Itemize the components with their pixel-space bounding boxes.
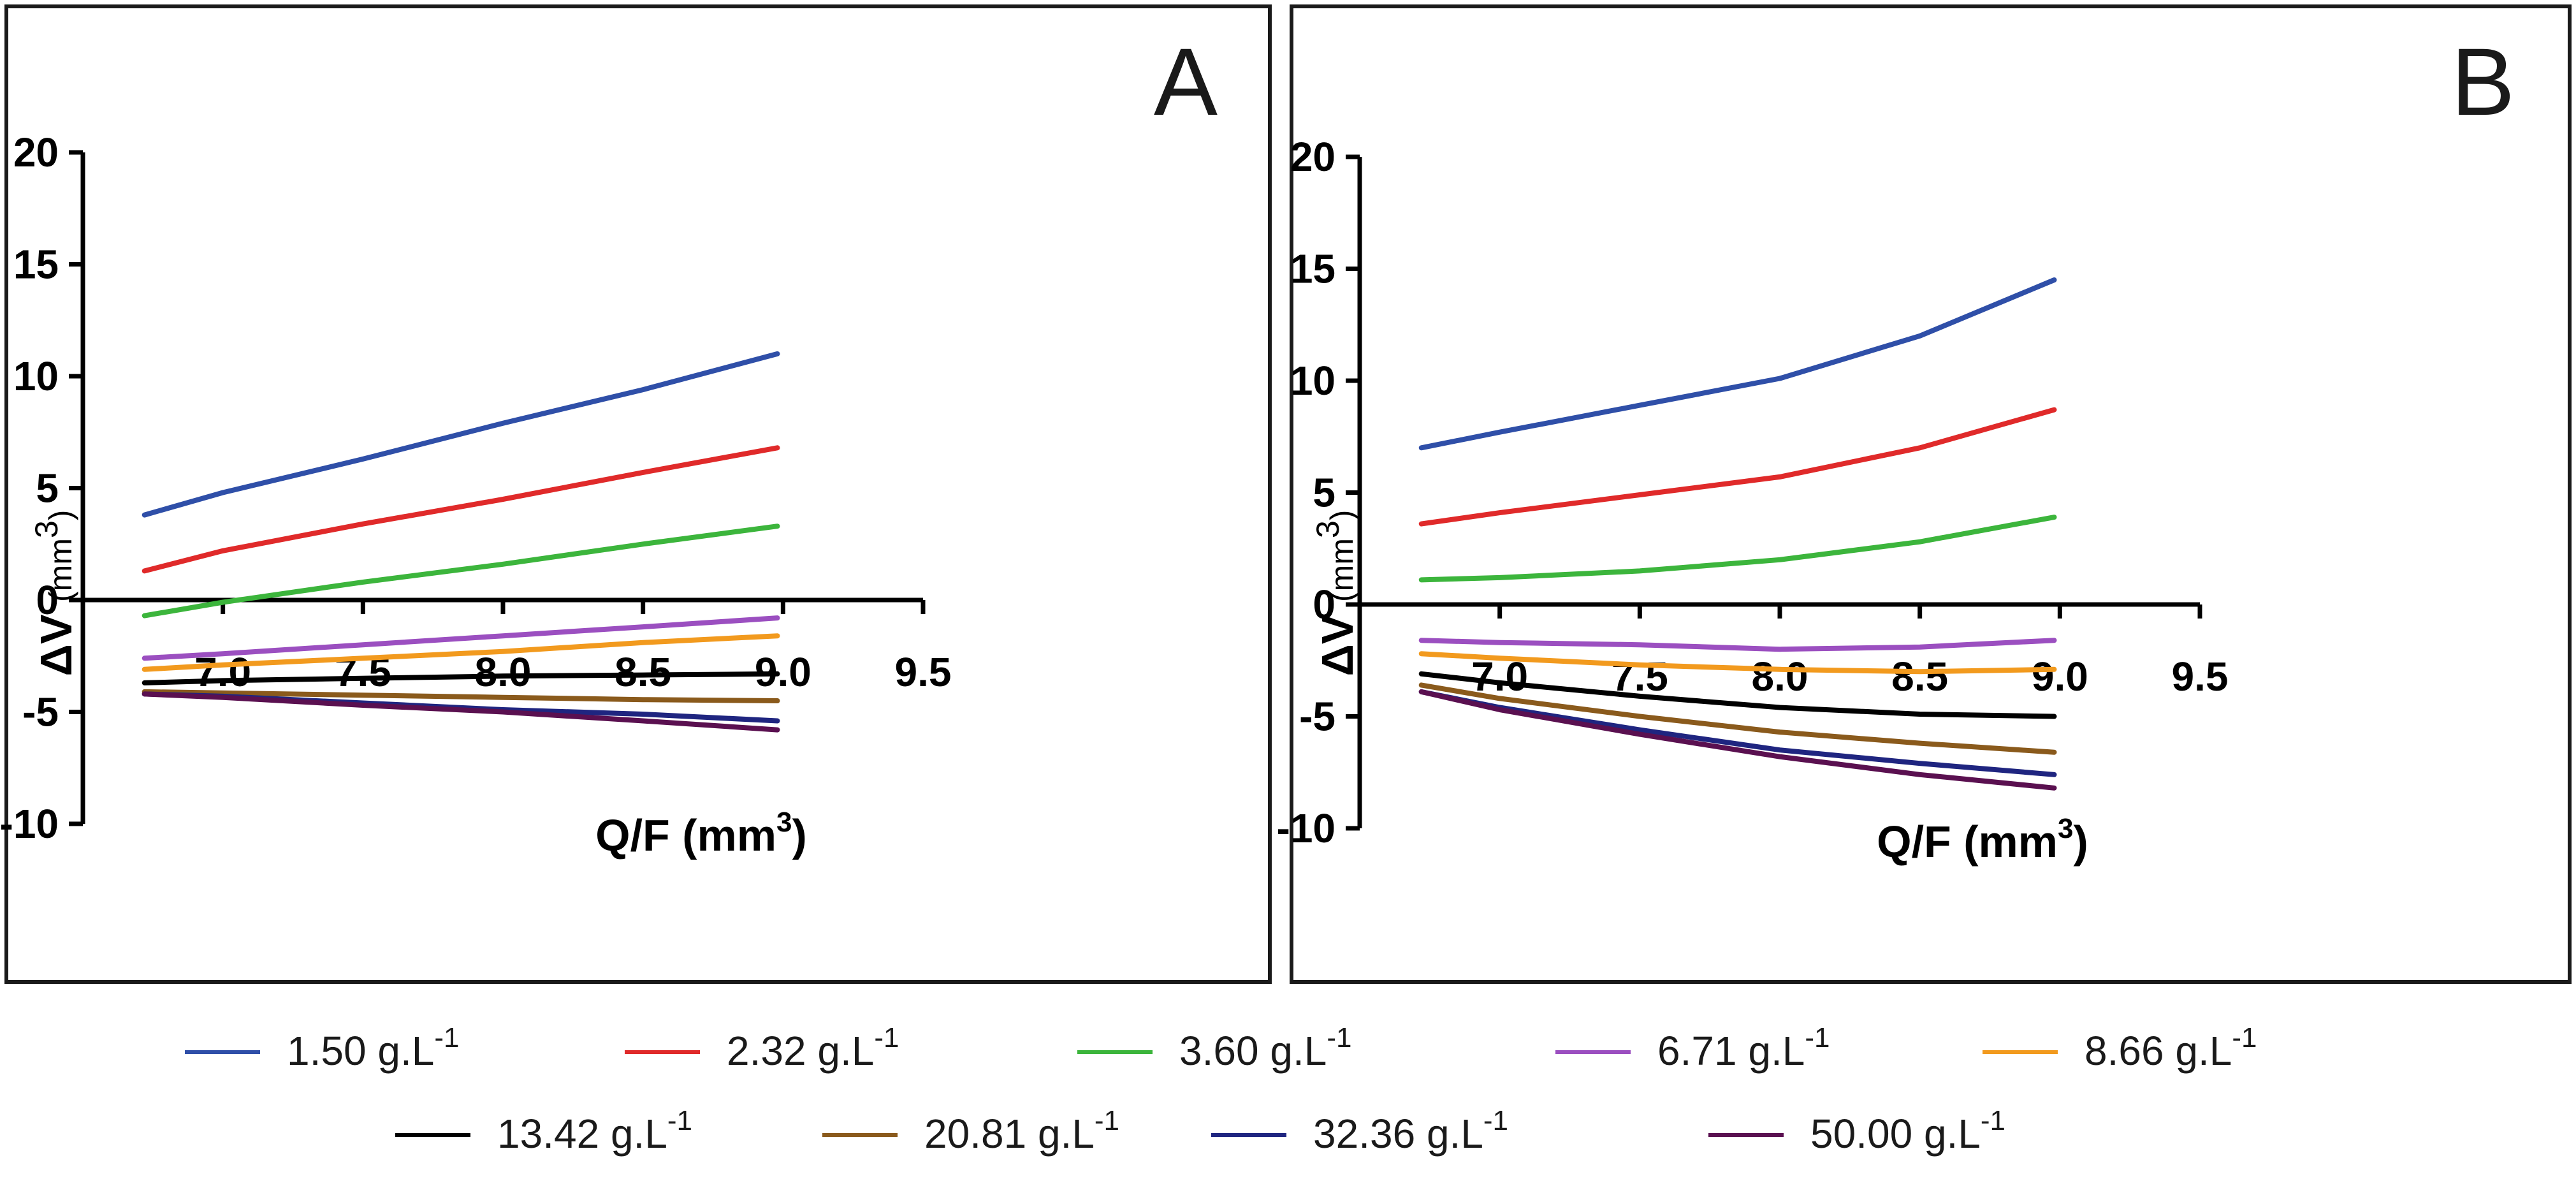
panel-a-x-axis-title: Q/F (mm3) [595, 807, 807, 860]
x-tick-label: 8.5 [1891, 654, 1948, 699]
legend-label: 1.50 g.L-1 [287, 1022, 459, 1074]
x-tick-label: 8.0 [475, 649, 532, 695]
legend-label: 6.71 g.L-1 [1657, 1022, 1830, 1074]
series-line-13-42-g-l-1 [142, 671, 780, 685]
legend-item: 1.50 g.L-1 [185, 1022, 459, 1074]
y-tick-label: 15 [13, 242, 59, 288]
series-line-13-42-g-l-1 [1418, 671, 2057, 719]
legend-item: 8.66 g.L-1 [1983, 1022, 2257, 1074]
legend-label: 8.66 g.L-1 [2085, 1022, 2257, 1074]
legend-label: 20.81 g.L-1 [924, 1105, 1119, 1157]
y-tick-label: 10 [13, 353, 59, 399]
series-line-6-71-g-l-1 [142, 615, 780, 661]
legend-label: 50.00 g.L-1 [1810, 1105, 2005, 1157]
legend-item: 50.00 g.L-1 [1708, 1105, 2005, 1157]
legend-item: 20.81 g.L-1 [822, 1105, 1119, 1157]
panel-b-frame [1290, 4, 2572, 984]
legend-item: 2.32 g.L-1 [625, 1022, 899, 1074]
panel-a-frame [4, 4, 1272, 984]
legend-item: 32.36 g.L-1 [1211, 1105, 1508, 1157]
legend-item: 3.60 g.L-1 [1077, 1022, 1351, 1074]
x-tick-label: 9.0 [2032, 654, 2088, 699]
series-line-1-50-g-l-1 [142, 351, 780, 518]
y-tick-label: 20 [1290, 134, 1335, 180]
y-tick-label: 5 [36, 465, 59, 511]
legend-label: 13.42 g.L-1 [497, 1105, 692, 1157]
y-tick-label: 10 [1290, 358, 1335, 404]
series-line-3-60-g-l-1 [142, 524, 780, 619]
panel-b-y-axis-title: ΔV (mm3) [1310, 510, 1362, 677]
x-tick-label: 8.0 [1752, 654, 1808, 699]
series-line-20-81-g-l-1 [1418, 682, 2057, 755]
y-tick-label: -10 [1277, 805, 1336, 851]
series-line-2-32-g-l-1 [1418, 407, 2057, 527]
legend-label: 3.60 g.L-1 [1179, 1022, 1351, 1074]
legend-item: 6.71 g.L-1 [1555, 1022, 1830, 1074]
legend-item: 13.42 g.L-1 [395, 1105, 692, 1157]
panel-a-letter: A [1154, 28, 1218, 135]
y-tick-label: 5 [1313, 470, 1335, 516]
y-tick-label: -5 [1299, 694, 1335, 740]
series-line-8-66-g-l-1 [142, 633, 780, 672]
series-line-50-00-g-l-1 [142, 691, 780, 733]
series-line-1-50-g-l-1 [1418, 277, 2057, 451]
x-tick-label: 9.5 [895, 649, 952, 695]
series-line-20-81-g-l-1 [142, 689, 780, 703]
series-line-2-32-g-l-1 [142, 445, 780, 574]
panel-b-x-axis-title: Q/F (mm3) [1877, 813, 2088, 867]
x-tick-label: 8.5 [615, 649, 671, 695]
y-tick-label: 15 [1290, 246, 1335, 292]
y-tick-label: -5 [22, 689, 59, 735]
x-tick-label: 7.5 [1612, 654, 1668, 699]
series-line-6-71-g-l-1 [1418, 638, 2057, 652]
y-tick-label: 0 [1313, 582, 1335, 627]
legend-label: 2.32 g.L-1 [727, 1022, 899, 1074]
panel-a-y-axis-title: ΔV (mm3) [29, 510, 81, 677]
panel-b-letter: B [2451, 28, 2515, 135]
series-line-3-60-g-l-1 [1418, 515, 2057, 583]
series-line-8-66-g-l-1 [1418, 651, 2057, 675]
legend-label: 32.36 g.L-1 [1313, 1105, 1508, 1157]
y-tick-label: -10 [0, 801, 59, 847]
series-line-50-00-g-l-1 [1418, 689, 2057, 791]
x-tick-label: 9.5 [2172, 654, 2229, 699]
y-tick-label: 0 [36, 577, 59, 623]
legend: 1.50 g.L-1 2.32 g.L-1 3.60 g.L-1 6.71 g.L-1… [185, 1022, 2257, 1157]
y-tick-label: 20 [13, 129, 59, 175]
